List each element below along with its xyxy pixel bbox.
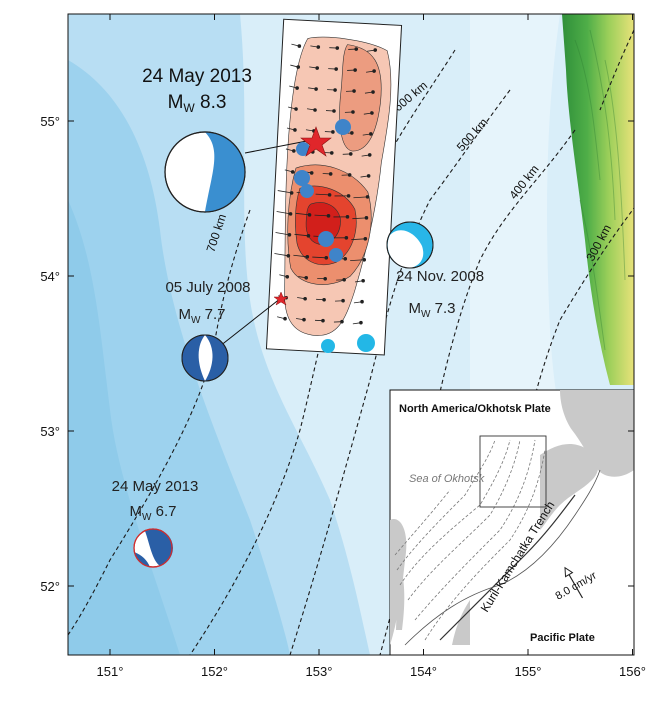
- beachball-main-icon: [165, 132, 245, 212]
- lon-tick-label: 156°: [619, 664, 646, 679]
- lon-tick-label: 152°: [201, 664, 228, 679]
- lon-tick-label: 155°: [515, 664, 542, 679]
- lat-tick-label: 55°: [40, 114, 60, 129]
- inset-label-sea: Sea of Okhotsk: [409, 473, 485, 485]
- label-2013-small-date: 24 May 2013: [112, 478, 199, 495]
- aftershock-marker: [300, 184, 314, 198]
- lat-tick-label: 53°: [40, 424, 60, 439]
- slip-model: [266, 19, 401, 355]
- beachball-2013-small-icon: [134, 529, 173, 567]
- beachball-2008-nov-icon: [387, 222, 433, 268]
- lon-tick-label: 154°: [410, 664, 437, 679]
- inset-label-plate-south: Pacific Plate: [530, 632, 595, 644]
- aftershock-marker: [329, 248, 343, 262]
- aftershock-marker: [294, 170, 310, 186]
- aftershock-marker: [335, 119, 351, 135]
- lat-tick-label: 54°: [40, 269, 60, 284]
- lon-tick-label: 153°: [306, 664, 333, 679]
- lat-tick-label: 52°: [40, 579, 60, 594]
- label-2008-july-date: 05 July 2008: [165, 279, 250, 296]
- lon-tick-label: 151°: [97, 664, 124, 679]
- inset-label-plate-north: North America/Okhotsk Plate: [399, 403, 551, 415]
- map-body: 700 km 600 km 500 km 400 km 300 km: [68, 14, 640, 655]
- aftershock-marker: [318, 231, 334, 247]
- beachball-2008-july-icon: [182, 335, 228, 381]
- inset-map: North America/Okhotsk Plate Sea of Okhot…: [390, 390, 634, 655]
- aftershock-marker: [357, 334, 375, 352]
- aftershock-marker: [321, 339, 335, 353]
- label-main-date: 24 May 2013: [142, 66, 252, 87]
- label-main-mag: MW 8.3: [168, 92, 227, 115]
- label-2008-nov-date: 24 Nov. 2008: [396, 268, 484, 285]
